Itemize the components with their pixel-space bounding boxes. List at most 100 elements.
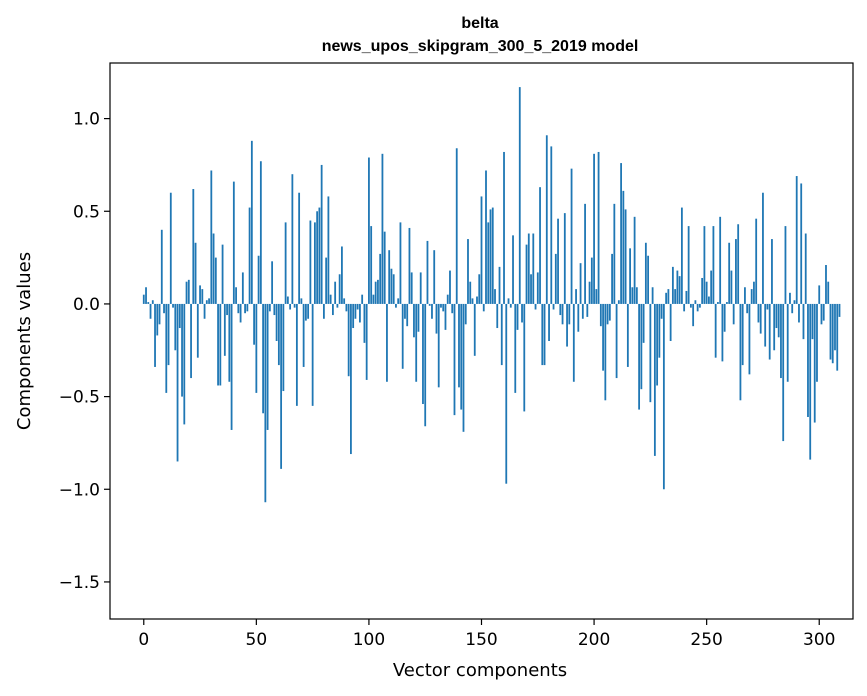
bar-217 xyxy=(631,287,634,304)
bar-267 xyxy=(744,287,746,304)
bar-141 xyxy=(460,303,463,410)
bar-47 xyxy=(248,207,251,304)
bar-158 xyxy=(498,266,501,304)
bar-187 xyxy=(563,213,566,304)
bar-242 xyxy=(687,226,690,304)
bar-65 xyxy=(289,303,292,310)
bar-143 xyxy=(464,303,467,325)
bar-5 xyxy=(154,303,156,367)
bar-77 xyxy=(316,211,319,304)
bar-124 xyxy=(422,303,424,405)
bar-140 xyxy=(458,303,460,388)
bar-84 xyxy=(331,303,334,316)
bar-225 xyxy=(649,303,652,403)
bar-240 xyxy=(683,303,686,312)
bar-26 xyxy=(201,289,204,304)
bar-188 xyxy=(566,303,568,347)
bar-98 xyxy=(363,303,366,343)
bar-111 xyxy=(392,274,395,304)
bar-59 xyxy=(275,303,278,341)
bar-11 xyxy=(167,303,170,366)
bar-255 xyxy=(717,302,719,304)
bar-178 xyxy=(543,303,546,366)
bar-226 xyxy=(651,287,654,304)
bar-249 xyxy=(703,226,706,304)
bar-1 xyxy=(145,287,147,304)
bar-216 xyxy=(629,248,632,304)
bar-60 xyxy=(277,303,280,366)
bar-248 xyxy=(701,277,704,304)
bar-35 xyxy=(221,244,224,304)
bar-173 xyxy=(532,233,535,304)
bar-41 xyxy=(235,287,237,304)
bar-92 xyxy=(350,303,352,455)
bar-146 xyxy=(471,298,474,304)
bar-259 xyxy=(726,302,728,304)
bar-261 xyxy=(730,270,733,304)
bar-48 xyxy=(250,140,253,304)
bar-56 xyxy=(268,303,271,312)
bar-231 xyxy=(662,303,665,490)
bar-241 xyxy=(685,290,688,304)
bar-264 xyxy=(737,224,740,304)
bar-24 xyxy=(196,303,199,358)
bar-211 xyxy=(617,300,620,304)
bar-289 xyxy=(793,300,796,304)
bar-40 xyxy=(232,181,235,304)
bar-95 xyxy=(356,303,359,310)
y-axis: −1.5 −1.0 −0.5 0.0 0.5 1.0 xyxy=(59,110,110,593)
bar-192 xyxy=(575,289,577,304)
bar-245 xyxy=(694,300,697,304)
x-tick-label: 50 xyxy=(246,630,268,650)
bar-103 xyxy=(374,281,377,304)
bar-174 xyxy=(534,303,537,310)
bar-171 xyxy=(527,233,530,304)
y-tick-label: −1.0 xyxy=(59,480,100,500)
bar-68 xyxy=(295,303,298,406)
bar-293 xyxy=(802,303,805,340)
x-tick-label: 200 xyxy=(578,630,610,650)
bar-177 xyxy=(541,303,544,366)
bar-15 xyxy=(176,303,179,462)
bar-94 xyxy=(354,303,357,319)
bar-147 xyxy=(473,303,476,356)
x-tick-label: 0 xyxy=(138,630,149,650)
bar-149 xyxy=(478,274,481,304)
bar-284 xyxy=(782,303,785,442)
bar-253 xyxy=(712,226,715,304)
bar-12 xyxy=(169,192,172,304)
bar-28 xyxy=(205,300,208,304)
bar-164 xyxy=(512,235,514,304)
bar-106 xyxy=(381,153,384,304)
bar-22 xyxy=(192,189,195,304)
bar-108 xyxy=(386,303,388,382)
bar-234 xyxy=(669,303,672,341)
bar-159 xyxy=(500,303,503,366)
bar-43 xyxy=(239,303,242,323)
bar-180 xyxy=(548,303,550,341)
bar-301 xyxy=(820,303,823,325)
bar-113 xyxy=(397,298,400,304)
bar-198 xyxy=(588,281,591,304)
bar-201 xyxy=(595,289,598,304)
bar-31 xyxy=(212,233,215,304)
bar-39 xyxy=(230,303,233,430)
bar-127 xyxy=(428,303,431,306)
x-tick-label: 100 xyxy=(353,630,385,650)
bar-16 xyxy=(178,303,181,329)
bar-144 xyxy=(467,239,469,304)
bar-298 xyxy=(813,303,816,423)
bar-214 xyxy=(624,209,627,304)
bar-230 xyxy=(660,303,663,319)
bar-70 xyxy=(300,298,303,304)
bar-176 xyxy=(539,187,541,304)
bar-165 xyxy=(514,303,517,393)
bar-263 xyxy=(735,239,737,304)
bar-153 xyxy=(487,222,490,304)
bar-196 xyxy=(584,203,586,304)
bar-297 xyxy=(811,303,814,340)
bar-181 xyxy=(550,146,553,304)
bar-66 xyxy=(291,174,294,304)
bar-246 xyxy=(696,303,699,312)
bar-215 xyxy=(626,303,629,367)
